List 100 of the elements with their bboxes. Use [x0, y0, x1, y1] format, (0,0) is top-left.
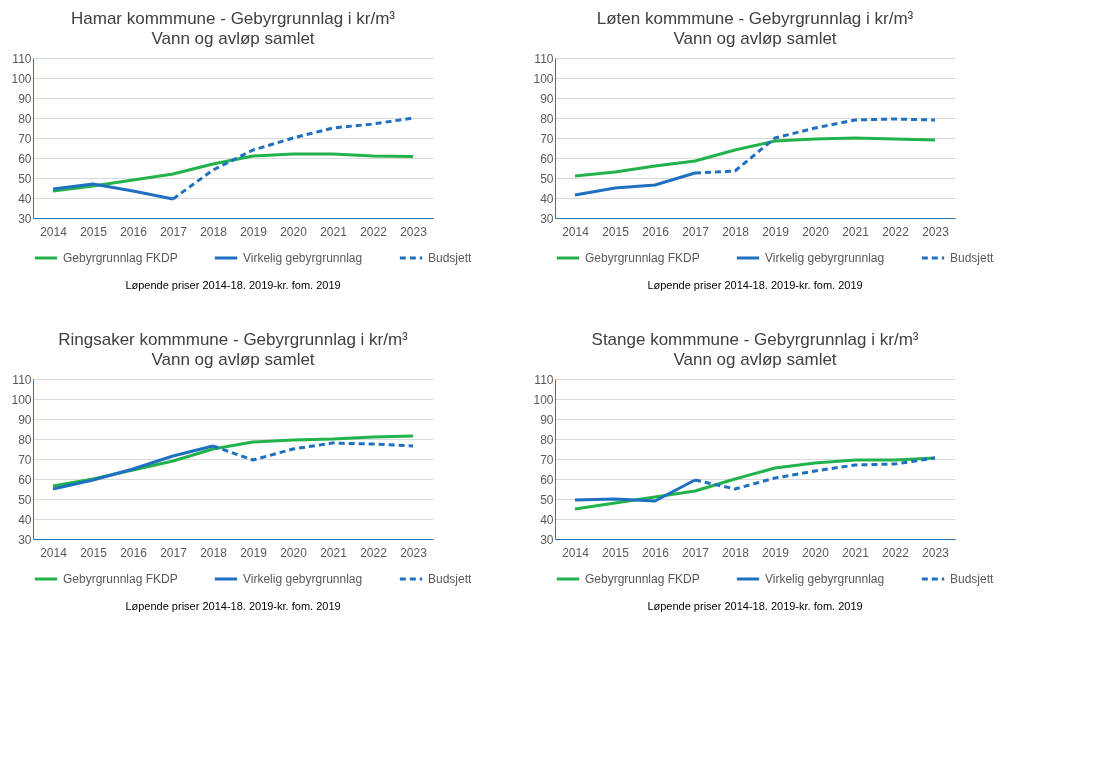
- text: Løpende priser 2014-18. 2019-kr. fom. 2019: [125, 600, 341, 612]
- x-tick-label: 2016: [120, 224, 148, 239]
- x-tick-label: 2017: [160, 545, 188, 560]
- y-tick-label: 40: [18, 191, 32, 206]
- legend-label: Virkelig gebyrgrunnlag: [243, 251, 363, 265]
- text: Løpende priser 2014-18. 2019-kr. fom. 2019: [647, 600, 863, 612]
- y-tick-label: 100: [11, 392, 32, 407]
- legend-label: Gebyrgrunnlag FKDP: [585, 572, 700, 586]
- chart-title: Ringsaker kommmune - Gebyrgrunnlag i kr/m³: [58, 330, 409, 349]
- x-tick-label: 2021: [842, 224, 870, 239]
- x-tick-label: 2022: [360, 224, 388, 239]
- x-tick-label: 2016: [120, 545, 148, 560]
- y-tick-label: 40: [540, 191, 554, 206]
- x-tick-label: 2018: [722, 545, 750, 560]
- y-tick-label: 90: [18, 412, 32, 427]
- y-tick-label: 80: [18, 432, 32, 447]
- x-tick-label: 2020: [280, 224, 308, 239]
- y-tick-label: 50: [18, 171, 32, 186]
- y-tick-label: 90: [540, 91, 554, 106]
- y-tick-label: 60: [18, 151, 32, 166]
- x-tick-label: 2023: [922, 224, 950, 239]
- y-tick-label: 70: [18, 131, 32, 146]
- x-tick-label: 2017: [682, 224, 710, 239]
- x-tick-label: 2015: [80, 224, 108, 239]
- y-tick-label: 100: [11, 71, 32, 86]
- y-tick-label: 40: [18, 512, 32, 527]
- x-tick-label: 2014: [562, 545, 590, 560]
- x-tick-label: 2019: [240, 545, 268, 560]
- x-tick-label: 2018: [200, 224, 228, 239]
- y-tick-label: 100: [533, 71, 554, 86]
- y-tick-label: 70: [540, 452, 554, 467]
- chart-subtitle: Vann og avløp samlet: [673, 350, 837, 369]
- y-tick-label: 80: [540, 111, 554, 126]
- chart-title: Hamar kommmune - Gebyrgrunnlag i kr/m³: [70, 9, 396, 28]
- y-tick-label: 90: [540, 412, 554, 427]
- x-tick-label: 2020: [802, 224, 830, 239]
- y-tick-label: 110: [12, 372, 32, 387]
- y-tick-label: 60: [540, 151, 554, 166]
- y-tick-label: 30: [18, 532, 32, 547]
- y-tick-label: 50: [540, 171, 554, 186]
- x-tick-label: 2018: [200, 545, 228, 560]
- text: Løpende priser 2014-18. 2019-kr. fom. 2019: [125, 279, 341, 291]
- x-tick-label: 2015: [602, 545, 630, 560]
- y-tick-label: 110: [534, 51, 554, 66]
- x-tick-label: 2021: [842, 545, 870, 560]
- legend-label: Budsjett: [950, 251, 995, 265]
- x-tick-label: 2021: [320, 545, 348, 560]
- x-tick-label: 2022: [360, 545, 388, 560]
- x-tick-label: 2019: [762, 545, 790, 560]
- x-tick-label: 2015: [602, 224, 630, 239]
- y-tick-label: 30: [540, 211, 554, 226]
- text: Løpende priser 2014-18. 2019-kr. fom. 2019: [647, 279, 863, 291]
- legend-label: Virkelig gebyrgrunnlag: [765, 251, 885, 265]
- legend-label: Budsjett: [950, 572, 995, 586]
- y-tick-label: 90: [18, 91, 32, 106]
- y-tick-label: 60: [540, 472, 554, 487]
- x-tick-label: 2019: [240, 224, 268, 239]
- y-tick-label: 80: [540, 432, 554, 447]
- x-tick-label: 2014: [40, 545, 68, 560]
- x-tick-label: 2022: [882, 224, 910, 239]
- x-tick-label: 2015: [80, 545, 108, 560]
- y-tick-label: 40: [540, 512, 554, 527]
- x-tick-label: 2014: [562, 224, 590, 239]
- chart-title: Løten kommmune - Gebyrgrunnlag i kr/m³: [596, 9, 914, 28]
- y-tick-label: 70: [540, 131, 554, 146]
- x-tick-label: 2023: [922, 545, 950, 560]
- y-tick-label: 50: [18, 492, 32, 507]
- y-tick-label: 60: [18, 472, 32, 487]
- x-tick-label: 2021: [320, 224, 348, 239]
- x-tick-label: 2016: [642, 224, 670, 239]
- x-tick-label: 2016: [642, 545, 670, 560]
- chart-subtitle: Vann og avløp samlet: [151, 350, 315, 369]
- chart-title: Stange kommmune - Gebyrgrunnlag i kr/m³: [591, 330, 919, 349]
- legend-label: Gebyrgrunnlag FKDP: [63, 572, 178, 586]
- legend-label: Virkelig gebyrgrunnlag: [243, 572, 363, 586]
- x-tick-label: 2014: [40, 224, 68, 239]
- x-tick-label: 2017: [160, 224, 188, 239]
- y-tick-label: 110: [534, 372, 554, 387]
- y-tick-label: 70: [18, 452, 32, 467]
- x-tick-label: 2017: [682, 545, 710, 560]
- y-tick-label: 30: [540, 532, 554, 547]
- line-series: [51, 152, 415, 193]
- legend-label: Virkelig gebyrgrunnlag: [765, 572, 885, 586]
- y-tick-label: 30: [18, 211, 32, 226]
- legend-label: Gebyrgrunnlag FKDP: [63, 251, 178, 265]
- x-tick-label: 2022: [882, 545, 910, 560]
- x-tick-label: 2018: [722, 224, 750, 239]
- y-tick-label: 100: [533, 392, 554, 407]
- chart-subtitle: Vann og avløp samlet: [673, 29, 837, 48]
- x-tick-label: 2023: [400, 224, 428, 239]
- x-tick-label: 2020: [802, 545, 830, 560]
- y-tick-label: 110: [12, 51, 32, 66]
- chart-subtitle: Vann og avløp samlet: [151, 29, 315, 48]
- line-series: [573, 136, 937, 178]
- legend-label: Budsjett: [428, 251, 473, 265]
- y-tick-label: 50: [540, 492, 554, 507]
- x-tick-label: 2019: [762, 224, 790, 239]
- y-tick-label: 80: [18, 111, 32, 126]
- x-tick-label: 2023: [400, 545, 428, 560]
- x-tick-label: 2020: [280, 545, 308, 560]
